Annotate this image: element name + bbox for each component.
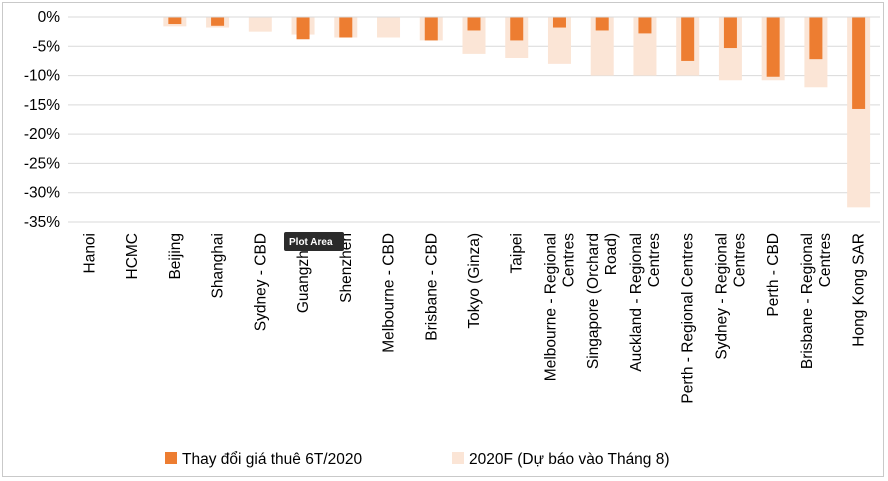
bar-actual[interactable] xyxy=(595,17,609,31)
x-category-line: Tokyo (Ginza) xyxy=(466,233,483,329)
x-category-label: Melbourne - Regional Centres xyxy=(543,233,578,381)
y-tick-label: -15% xyxy=(24,97,60,114)
x-category-line: Beijing xyxy=(167,233,184,280)
x-category-line: Brisbane - Regional xyxy=(799,233,816,369)
y-tick-label: -10% xyxy=(24,68,60,85)
y-tick-label: -25% xyxy=(24,155,60,172)
y-tick-label: -20% xyxy=(24,126,60,143)
y-axis-ticks: 0% -5% -10% -15% -20% -25% -30% -35% xyxy=(24,9,60,231)
x-category-line: Perth - CBD xyxy=(765,233,782,317)
x-category-line: Singapore (Orchard xyxy=(585,233,602,369)
x-category-label: Brisbane - CBD xyxy=(423,233,440,341)
legend-label-forecast: 2020F (Dự báo vào Tháng 8) xyxy=(469,451,670,468)
x-category-line: Centres xyxy=(646,233,663,288)
tooltip-background xyxy=(284,232,344,251)
x-category-label: Taipei xyxy=(509,233,526,274)
bar-actual[interactable] xyxy=(723,17,737,49)
x-category-line: Sydney - CBD xyxy=(252,233,269,331)
x-category-label: Brisbane - Regional Centres xyxy=(799,233,834,369)
bar-actual[interactable] xyxy=(552,17,566,28)
bar-actual[interactable] xyxy=(638,17,652,34)
bar-actual[interactable] xyxy=(510,17,524,41)
tooltip-text: Plot Area xyxy=(289,237,333,248)
x-category-label: Hanoi xyxy=(81,233,98,274)
x-category-label: Perth - Regional Centres xyxy=(680,233,697,404)
x-category-line: Auckland - Regional xyxy=(628,233,645,372)
x-category-line: Hanoi xyxy=(81,233,98,274)
bar-actual[interactable] xyxy=(339,17,353,38)
x-category-line: HCMC xyxy=(124,233,141,280)
x-category-line: Melbourne - CBD xyxy=(381,233,398,353)
x-axis-categories: Hanoi HCMC Beijing Shanghai Sydney - CBD Guan… xyxy=(81,233,867,404)
bar-actual[interactable] xyxy=(211,17,225,26)
bar-actual[interactable] xyxy=(168,17,182,25)
legend-swatch-forecast xyxy=(452,452,464,464)
x-category-label: Beijing xyxy=(167,233,184,280)
x-category-label: HCMC xyxy=(124,233,141,280)
x-category-line: Brisbane - CBD xyxy=(423,233,440,341)
bar-forecast[interactable] xyxy=(377,17,401,38)
bar-actual[interactable] xyxy=(296,17,310,40)
x-category-line: Sydney - Regional xyxy=(713,233,730,360)
x-category-line: Centres xyxy=(561,233,578,288)
legend: Thay đổi giá thuê 6T/2020 2020F (Dự báo … xyxy=(165,451,670,468)
bar-forecast[interactable] xyxy=(248,17,272,32)
bar-actual[interactable] xyxy=(852,17,866,109)
bar-actual[interactable] xyxy=(467,17,481,31)
bar-actual[interactable] xyxy=(766,17,780,77)
x-category-line: Shanghai xyxy=(210,233,227,299)
x-category-label: Guangzhou xyxy=(295,233,312,313)
x-category-line: Perth - Regional Centres xyxy=(680,233,697,404)
y-tick-label: -35% xyxy=(24,214,60,231)
plot-area-tooltip: Plot Area xyxy=(284,232,344,251)
x-category-line: Centres xyxy=(731,233,748,288)
bar-forecast[interactable] xyxy=(590,17,614,76)
x-category-label: Melbourne - CBD xyxy=(381,233,398,353)
x-category-line: Melbourne - Regional xyxy=(543,233,560,381)
bar-actual[interactable] xyxy=(424,17,438,41)
x-category-label: Sydney - CBD xyxy=(252,233,269,331)
x-category-line: Guangzhou xyxy=(295,233,312,313)
bar-actual[interactable] xyxy=(681,17,695,61)
x-category-label: Sydney - Regional Centres xyxy=(713,233,748,360)
y-tick-label: -5% xyxy=(32,38,60,55)
x-category-label: Auckland - Regional Centres xyxy=(628,233,663,372)
y-tick-label: -30% xyxy=(24,185,60,202)
x-category-label: Shanghai xyxy=(210,233,227,299)
x-category-line: Hong Kong SAR xyxy=(851,233,868,347)
y-tick-label: 0% xyxy=(38,9,61,26)
x-category-line: Road) xyxy=(603,233,620,275)
bar-forecast[interactable] xyxy=(547,17,571,64)
x-category-label: Tokyo (Ginza) xyxy=(466,233,483,329)
x-category-label: Hong Kong SAR xyxy=(851,233,868,347)
x-category-label: Perth - CBD xyxy=(765,233,782,317)
legend-label-actual: Thay đổi giá thuê 6T/2020 xyxy=(182,451,362,468)
x-category-line: Taipei xyxy=(509,233,526,274)
legend-swatch-actual xyxy=(165,452,177,464)
x-category-label: Singapore (Orchard Road) xyxy=(585,233,620,369)
bars xyxy=(163,17,871,208)
bar-actual[interactable] xyxy=(809,17,823,60)
x-category-line: Centres xyxy=(817,233,834,288)
